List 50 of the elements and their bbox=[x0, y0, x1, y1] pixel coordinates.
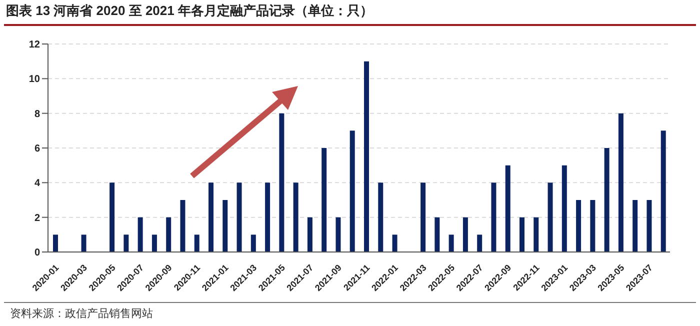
y-tick-label: 6 bbox=[34, 144, 40, 155]
bar bbox=[166, 217, 172, 252]
bar bbox=[194, 234, 200, 252]
bar bbox=[576, 200, 582, 252]
bar bbox=[152, 234, 157, 252]
bar bbox=[307, 217, 312, 252]
bar bbox=[180, 200, 186, 252]
y-tick-label: 0 bbox=[34, 248, 40, 259]
y-tick-label: 2 bbox=[34, 212, 40, 224]
bar bbox=[124, 234, 129, 252]
bar bbox=[293, 182, 298, 252]
bar bbox=[491, 182, 496, 252]
bar bbox=[448, 234, 454, 252]
bar bbox=[364, 61, 369, 252]
bar bbox=[250, 234, 256, 252]
bar bbox=[520, 217, 524, 252]
bar bbox=[392, 234, 398, 252]
y-tick-label: 12 bbox=[28, 40, 40, 51]
bar bbox=[505, 165, 510, 252]
bar bbox=[646, 200, 652, 252]
chart-title: 图表 13 河南省 2020 至 2021 年各月定融产品记录（单位：只） bbox=[6, 2, 373, 20]
bar bbox=[562, 165, 567, 252]
bar bbox=[420, 182, 426, 252]
bar bbox=[632, 200, 638, 252]
bar bbox=[618, 113, 624, 252]
y-tick-label: 4 bbox=[34, 178, 40, 190]
bar bbox=[350, 130, 355, 252]
bar bbox=[138, 217, 143, 252]
bar bbox=[378, 182, 384, 252]
bar bbox=[53, 234, 58, 252]
bar bbox=[548, 182, 553, 252]
bar bbox=[336, 217, 341, 252]
bar bbox=[265, 182, 270, 252]
bar bbox=[462, 217, 468, 252]
bar bbox=[236, 182, 242, 252]
bar bbox=[208, 182, 214, 252]
bar bbox=[279, 113, 284, 252]
bar bbox=[590, 200, 596, 252]
bar bbox=[477, 234, 482, 252]
bar bbox=[434, 217, 440, 252]
bar bbox=[110, 182, 115, 252]
bar bbox=[81, 234, 86, 252]
y-tick-label: 10 bbox=[28, 74, 40, 86]
text: 资料来源：政信产品销售网站 bbox=[10, 306, 153, 321]
bar bbox=[222, 200, 228, 252]
bar bbox=[534, 217, 539, 252]
y-tick-label: 8 bbox=[34, 108, 40, 120]
bar bbox=[322, 148, 327, 252]
bar bbox=[604, 148, 610, 252]
bar bbox=[660, 130, 666, 252]
